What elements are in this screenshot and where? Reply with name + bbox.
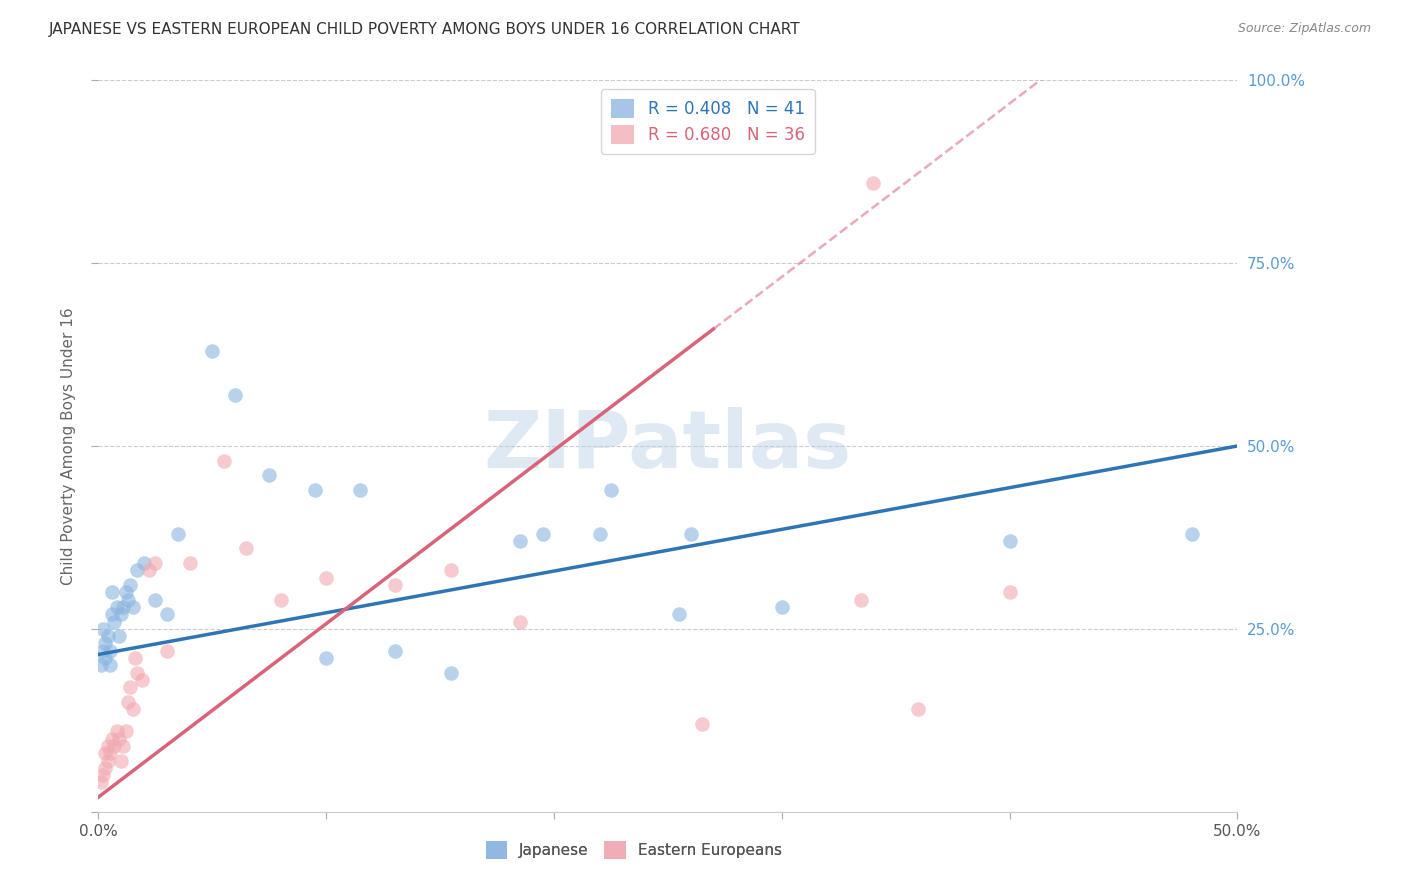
Point — [679, 526, 702, 541]
Point — [103, 615, 125, 629]
Point — [114, 724, 136, 739]
Point — [94, 746, 117, 760]
Point — [91, 622, 114, 636]
Point — [600, 483, 623, 497]
Point — [509, 534, 531, 549]
Point — [91, 768, 114, 782]
Point — [108, 629, 131, 643]
Point — [907, 702, 929, 716]
Point — [91, 644, 114, 658]
Point — [349, 483, 371, 497]
Point — [315, 651, 337, 665]
Point — [94, 761, 117, 775]
Point — [690, 717, 713, 731]
Point — [117, 695, 139, 709]
Point — [998, 585, 1021, 599]
Point — [121, 702, 143, 716]
Point — [851, 592, 873, 607]
Point — [98, 644, 121, 658]
Point — [531, 526, 554, 541]
Point — [138, 563, 160, 577]
Point — [124, 651, 146, 665]
Point — [384, 578, 406, 592]
Point — [270, 592, 292, 607]
Point — [668, 607, 690, 622]
Point — [120, 578, 142, 592]
Point — [98, 658, 121, 673]
Text: ZIPatlas: ZIPatlas — [484, 407, 852, 485]
Point — [224, 388, 246, 402]
Y-axis label: Child Poverty Among Boys Under 16: Child Poverty Among Boys Under 16 — [60, 307, 76, 585]
Point — [101, 731, 124, 746]
Point — [212, 453, 235, 467]
Point — [110, 607, 132, 622]
Point — [131, 673, 153, 687]
Point — [101, 607, 124, 622]
Text: Source: ZipAtlas.com: Source: ZipAtlas.com — [1237, 22, 1371, 36]
Point — [90, 658, 112, 673]
Point — [108, 731, 131, 746]
Point — [127, 665, 149, 680]
Point — [114, 585, 136, 599]
Point — [440, 665, 463, 680]
Text: JAPANESE VS EASTERN EUROPEAN CHILD POVERTY AMONG BOYS UNDER 16 CORRELATION CHART: JAPANESE VS EASTERN EUROPEAN CHILD POVER… — [49, 22, 801, 37]
Point — [862, 176, 884, 190]
Point — [145, 556, 167, 570]
Point — [145, 592, 167, 607]
Point — [235, 541, 257, 556]
Point — [94, 636, 117, 650]
Point — [96, 629, 118, 643]
Point — [127, 563, 149, 577]
Point — [509, 615, 531, 629]
Point — [96, 739, 118, 753]
Point — [259, 468, 281, 483]
Point — [112, 599, 135, 614]
Point — [90, 775, 112, 789]
Point — [384, 644, 406, 658]
Point — [110, 754, 132, 768]
Point — [304, 483, 326, 497]
Point — [96, 754, 118, 768]
Point — [112, 739, 135, 753]
Point — [998, 534, 1021, 549]
Point — [98, 746, 121, 760]
Point — [1181, 526, 1204, 541]
Point — [105, 599, 128, 614]
Point — [120, 681, 142, 695]
Point — [103, 739, 125, 753]
Point — [101, 585, 124, 599]
Point — [156, 644, 179, 658]
Point — [105, 724, 128, 739]
Point — [588, 526, 610, 541]
Point — [132, 556, 155, 570]
Legend: Japanese, Eastern Europeans: Japanese, Eastern Europeans — [478, 833, 789, 866]
Point — [179, 556, 201, 570]
Point — [167, 526, 190, 541]
Point — [315, 571, 337, 585]
Point — [121, 599, 143, 614]
Point — [770, 599, 793, 614]
Point — [201, 343, 224, 358]
Point — [156, 607, 179, 622]
Point — [94, 651, 117, 665]
Point — [117, 592, 139, 607]
Point — [440, 563, 463, 577]
